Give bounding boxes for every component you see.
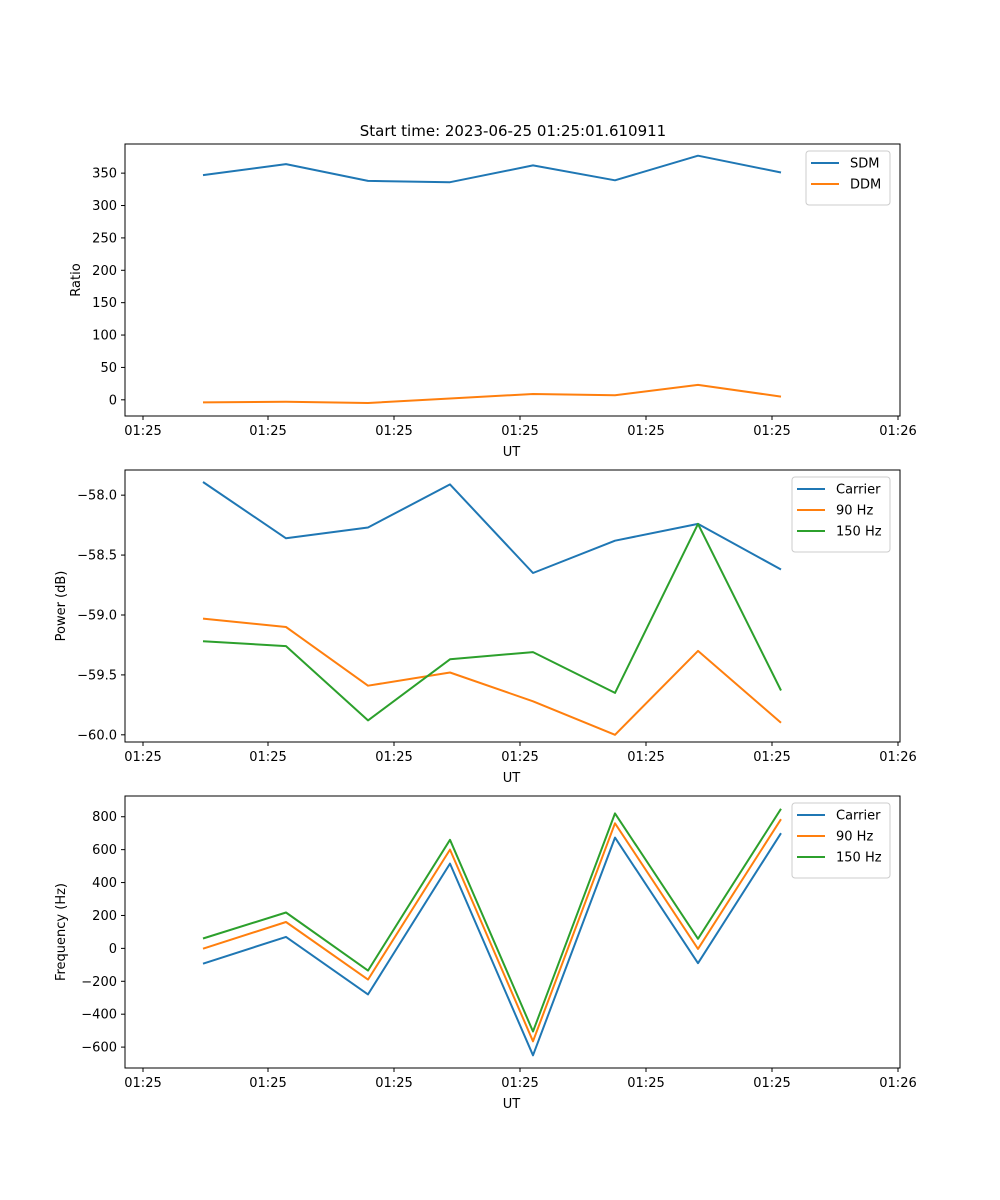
ratio-x-tick-label: 01:26 xyxy=(879,424,916,439)
power-y-tick-label: −58.0 xyxy=(77,489,117,504)
frequency-y-tick-label: −600 xyxy=(81,1041,117,1056)
power-x-axis-label: UT xyxy=(503,771,521,786)
figure-title: Start time: 2023-06-25 01:25:01.610911 xyxy=(360,122,666,140)
ratio-series-ddm-line xyxy=(202,383,782,404)
frequency-y-tick-label: 400 xyxy=(92,876,117,891)
frequency-x-tick-label: 01:25 xyxy=(375,1076,412,1091)
ratio-y-tick-label: 0 xyxy=(109,393,117,408)
ratio-y-tick-label: 150 xyxy=(92,296,117,311)
ratio-legend-label: DDM xyxy=(850,178,881,193)
power-legend-label: 150 Hz xyxy=(836,525,882,540)
ratio-legend-box xyxy=(805,150,891,206)
ratio-y-tick-label: 300 xyxy=(92,199,117,214)
frequency-legend-box xyxy=(791,802,891,879)
power-legend-label: Carrier xyxy=(836,483,881,498)
frequency-x-tick-label: 01:25 xyxy=(124,1076,161,1091)
ratio-series-sdm-line xyxy=(202,154,782,184)
ratio-axes-frame xyxy=(124,143,901,417)
ratio-y-tick-label: 100 xyxy=(92,329,117,344)
power-legend-box xyxy=(791,476,891,553)
ratio-legend-label: SDM xyxy=(850,157,879,172)
power-y-tick-label: −59.0 xyxy=(77,608,117,623)
power-x-tick-label: 01:26 xyxy=(879,750,916,765)
frequency-axes-frame xyxy=(124,795,901,1069)
frequency-y-tick-label: 600 xyxy=(92,843,117,858)
frequency-x-axis-label: UT xyxy=(503,1097,521,1112)
frequency-series-90-hz-line xyxy=(202,818,782,1043)
frequency-legend-label: 150 Hz xyxy=(836,851,882,866)
power-series-carrier-line xyxy=(202,481,782,574)
power-y-tick-label: −59.5 xyxy=(77,668,117,683)
frequency-y-tick-label: 800 xyxy=(92,810,117,825)
power-x-tick-label: 01:25 xyxy=(124,750,161,765)
frequency-series-carrier-line xyxy=(202,832,782,1057)
frequency-y-tick-label: −400 xyxy=(81,1008,117,1023)
frequency-series-150-hz-line xyxy=(202,808,782,1033)
ratio-x-tick-label: 01:25 xyxy=(375,424,412,439)
ratio-x-axis-label: UT xyxy=(503,445,521,460)
ratio-x-tick-label: 01:25 xyxy=(627,424,664,439)
frequency-x-tick-label: 01:25 xyxy=(753,1076,790,1091)
frequency-legend-label: 90 Hz xyxy=(836,830,873,845)
power-legend-label: 90 Hz xyxy=(836,504,873,519)
frequency-y-axis-label: Frequency (Hz) xyxy=(54,883,69,981)
frequency-y-tick-label: 0 xyxy=(109,942,117,957)
frequency-x-tick-label: 01:25 xyxy=(501,1076,538,1091)
frequency-y-tick-label: −200 xyxy=(81,975,117,990)
ratio-x-tick-label: 01:25 xyxy=(124,424,161,439)
power-y-axis-label: Power (dB) xyxy=(54,571,69,642)
frequency-legend-label: Carrier xyxy=(836,809,881,824)
power-y-tick-label: −58.5 xyxy=(77,549,117,564)
power-x-tick-label: 01:25 xyxy=(753,750,790,765)
ratio-x-tick-label: 01:25 xyxy=(249,424,286,439)
frequency-x-tick-label: 01:26 xyxy=(879,1076,916,1091)
power-series-90-hz-line xyxy=(202,617,782,736)
ratio-x-tick-label: 01:25 xyxy=(753,424,790,439)
frequency-y-tick-label: 200 xyxy=(92,909,117,924)
ratio-y-axis-label: Ratio xyxy=(69,263,84,296)
power-series-150-hz-line xyxy=(202,522,782,722)
ratio-y-tick-label: 50 xyxy=(100,361,117,376)
frequency-x-tick-label: 01:25 xyxy=(627,1076,664,1091)
power-axes-frame xyxy=(124,469,901,743)
ratio-y-tick-label: 350 xyxy=(92,167,117,182)
power-y-tick-label: −60.0 xyxy=(77,728,117,743)
ratio-y-tick-label: 250 xyxy=(92,231,117,246)
power-x-tick-label: 01:25 xyxy=(375,750,412,765)
ratio-x-tick-label: 01:25 xyxy=(501,424,538,439)
power-x-tick-label: 01:25 xyxy=(249,750,286,765)
power-x-tick-label: 01:25 xyxy=(501,750,538,765)
frequency-x-tick-label: 01:25 xyxy=(249,1076,286,1091)
power-x-tick-label: 01:25 xyxy=(627,750,664,765)
ratio-y-tick-label: 200 xyxy=(92,264,117,279)
